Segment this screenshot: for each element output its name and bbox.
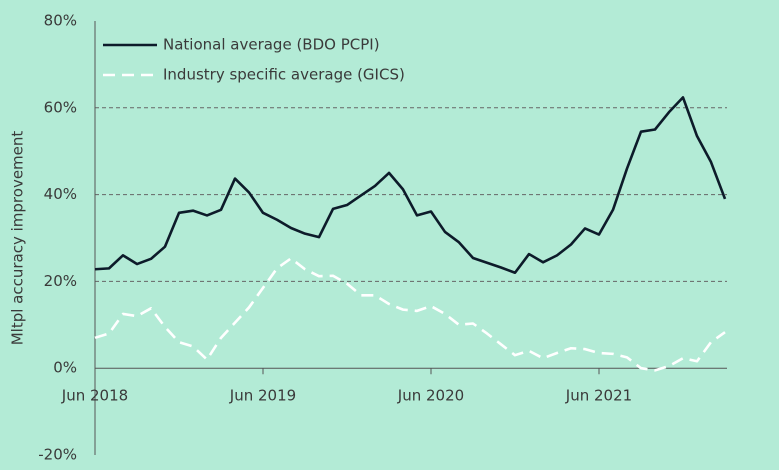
- legend-label: Industry specific average (GICS): [163, 66, 405, 84]
- series-line: [94, 96, 727, 275]
- legend-label: National average (BDO PCPI): [163, 36, 380, 54]
- y-tick-label: 40%: [44, 185, 77, 203]
- x-tick-label: Jun 2018: [61, 387, 128, 405]
- x-tick-label: Jun 2019: [229, 387, 296, 405]
- series-line: [94, 257, 726, 372]
- y-axis-label: Mltpl accuracy improvement: [9, 131, 27, 346]
- x-tick-label: Jun 2020: [397, 387, 464, 405]
- x-tick-label: Jun 2021: [565, 387, 632, 405]
- y-tick-label: 80%: [44, 12, 77, 30]
- y-tick-label: 60%: [44, 98, 77, 116]
- y-tick-label: -20%: [38, 446, 77, 464]
- y-tick-label: 20%: [44, 272, 77, 290]
- y-tick-label: 0%: [53, 359, 77, 377]
